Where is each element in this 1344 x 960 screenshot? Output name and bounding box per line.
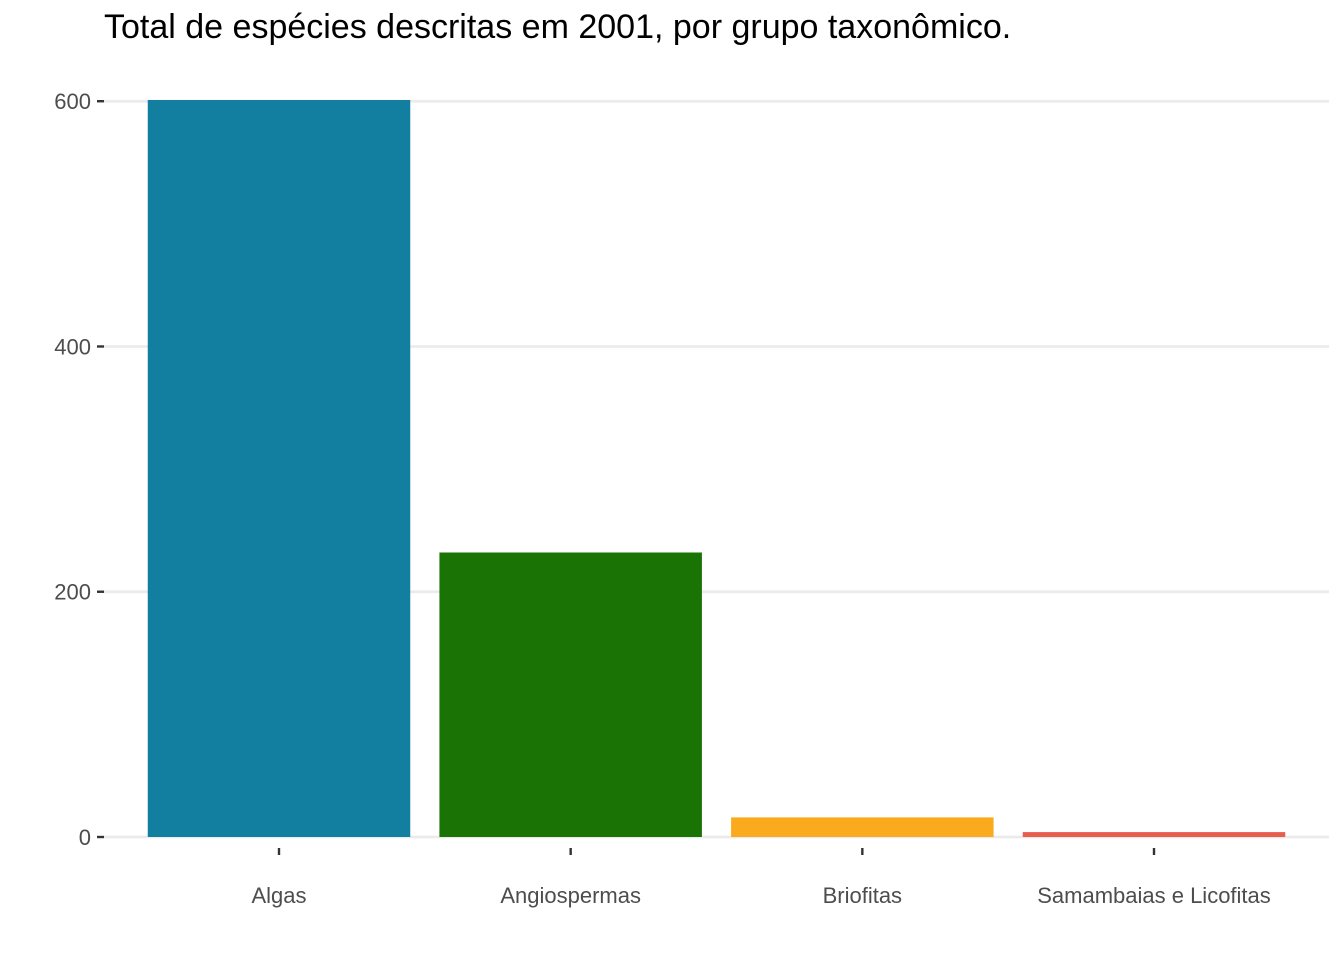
bar	[731, 817, 994, 837]
x-tick-label: Angiospermas	[500, 883, 641, 908]
x-tick-label: Briofitas	[823, 883, 902, 908]
y-tick-label: 600	[54, 89, 91, 114]
x-tick-label: Algas	[251, 883, 306, 908]
y-tick-label: 200	[54, 580, 91, 605]
y-tick-label: 0	[79, 825, 91, 850]
chart-title: Total de espécies descritas em 2001, por…	[104, 8, 1012, 46]
bar	[439, 552, 702, 837]
x-axis: Algas Angiospermas Briofitas Samambaias e L…	[251, 848, 1271, 908]
bars	[147, 100, 1286, 837]
y-tick-label: 400	[54, 334, 91, 359]
y-axis: 0 200 400 600	[54, 89, 104, 850]
bar	[1022, 832, 1286, 837]
x-tick-label: Samambaias e Licofitas	[1037, 883, 1271, 908]
bar	[147, 100, 411, 837]
